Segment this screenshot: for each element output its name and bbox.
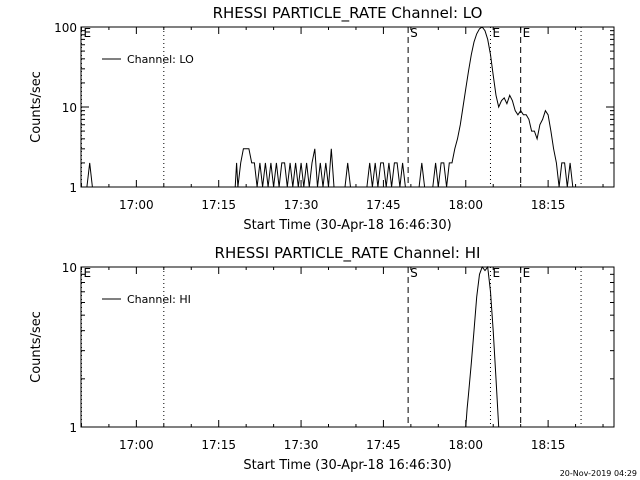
series-line — [86, 26, 574, 188]
x-tick-label: 17:30 — [284, 438, 319, 452]
y-tick-label: 1 — [69, 421, 77, 435]
x-tick-label: 17:45 — [366, 438, 401, 452]
event-marker-label: E — [492, 266, 500, 280]
event-marker-label: E — [83, 26, 91, 40]
y-axis-label: Counts/sec — [29, 311, 44, 383]
legend-label: Channel: HI — [127, 293, 191, 306]
x-tick-label: 17:45 — [366, 198, 401, 212]
chart-panel-2: RHESSI PARTICLE_RATE Channel: HI Start Ti… — [29, 244, 615, 473]
chart-title: RHESSI PARTICLE_RATE Channel: LO — [213, 4, 483, 23]
y-tick-label: 100 — [54, 21, 77, 35]
x-tick-label: 17:00 — [119, 198, 154, 212]
x-tick-label: 18:15 — [531, 198, 566, 212]
x-tick-label: 18:00 — [448, 198, 483, 212]
event-marker-label: E — [83, 266, 91, 280]
y-tick-label: 1 — [69, 181, 77, 195]
event-marker-label: S — [410, 26, 418, 40]
x-tick-label: 17:00 — [119, 438, 154, 452]
series-line — [465, 265, 500, 428]
x-tick-label: 17:30 — [284, 198, 319, 212]
x-axis-label: Start Time (30-Apr-18 16:46:30) — [243, 458, 451, 473]
legend-label: Channel: LO — [127, 53, 194, 66]
event-marker-label: E — [523, 26, 531, 40]
event-marker-label: S — [410, 266, 418, 280]
y-tick-label: 10 — [62, 101, 77, 115]
x-tick-label: 17:15 — [201, 198, 236, 212]
event-marker-label: E — [492, 26, 500, 40]
y-axis-label: Counts/sec — [29, 71, 44, 143]
x-axis-label: Start Time (30-Apr-18 16:46:30) — [243, 218, 451, 233]
x-tick-label: 18:15 — [531, 438, 566, 452]
event-marker-label: E — [523, 266, 531, 280]
y-tick-label: 10 — [62, 261, 77, 275]
chart-title: RHESSI PARTICLE_RATE Channel: HI — [215, 244, 481, 263]
chart-panel-1: RHESSI PARTICLE_RATE Channel: LO Start Ti… — [29, 4, 615, 233]
footer-timestamp: 20-Nov-2019 04:29 — [560, 469, 637, 478]
x-tick-label: 18:00 — [448, 438, 483, 452]
x-tick-label: 17:15 — [201, 438, 236, 452]
